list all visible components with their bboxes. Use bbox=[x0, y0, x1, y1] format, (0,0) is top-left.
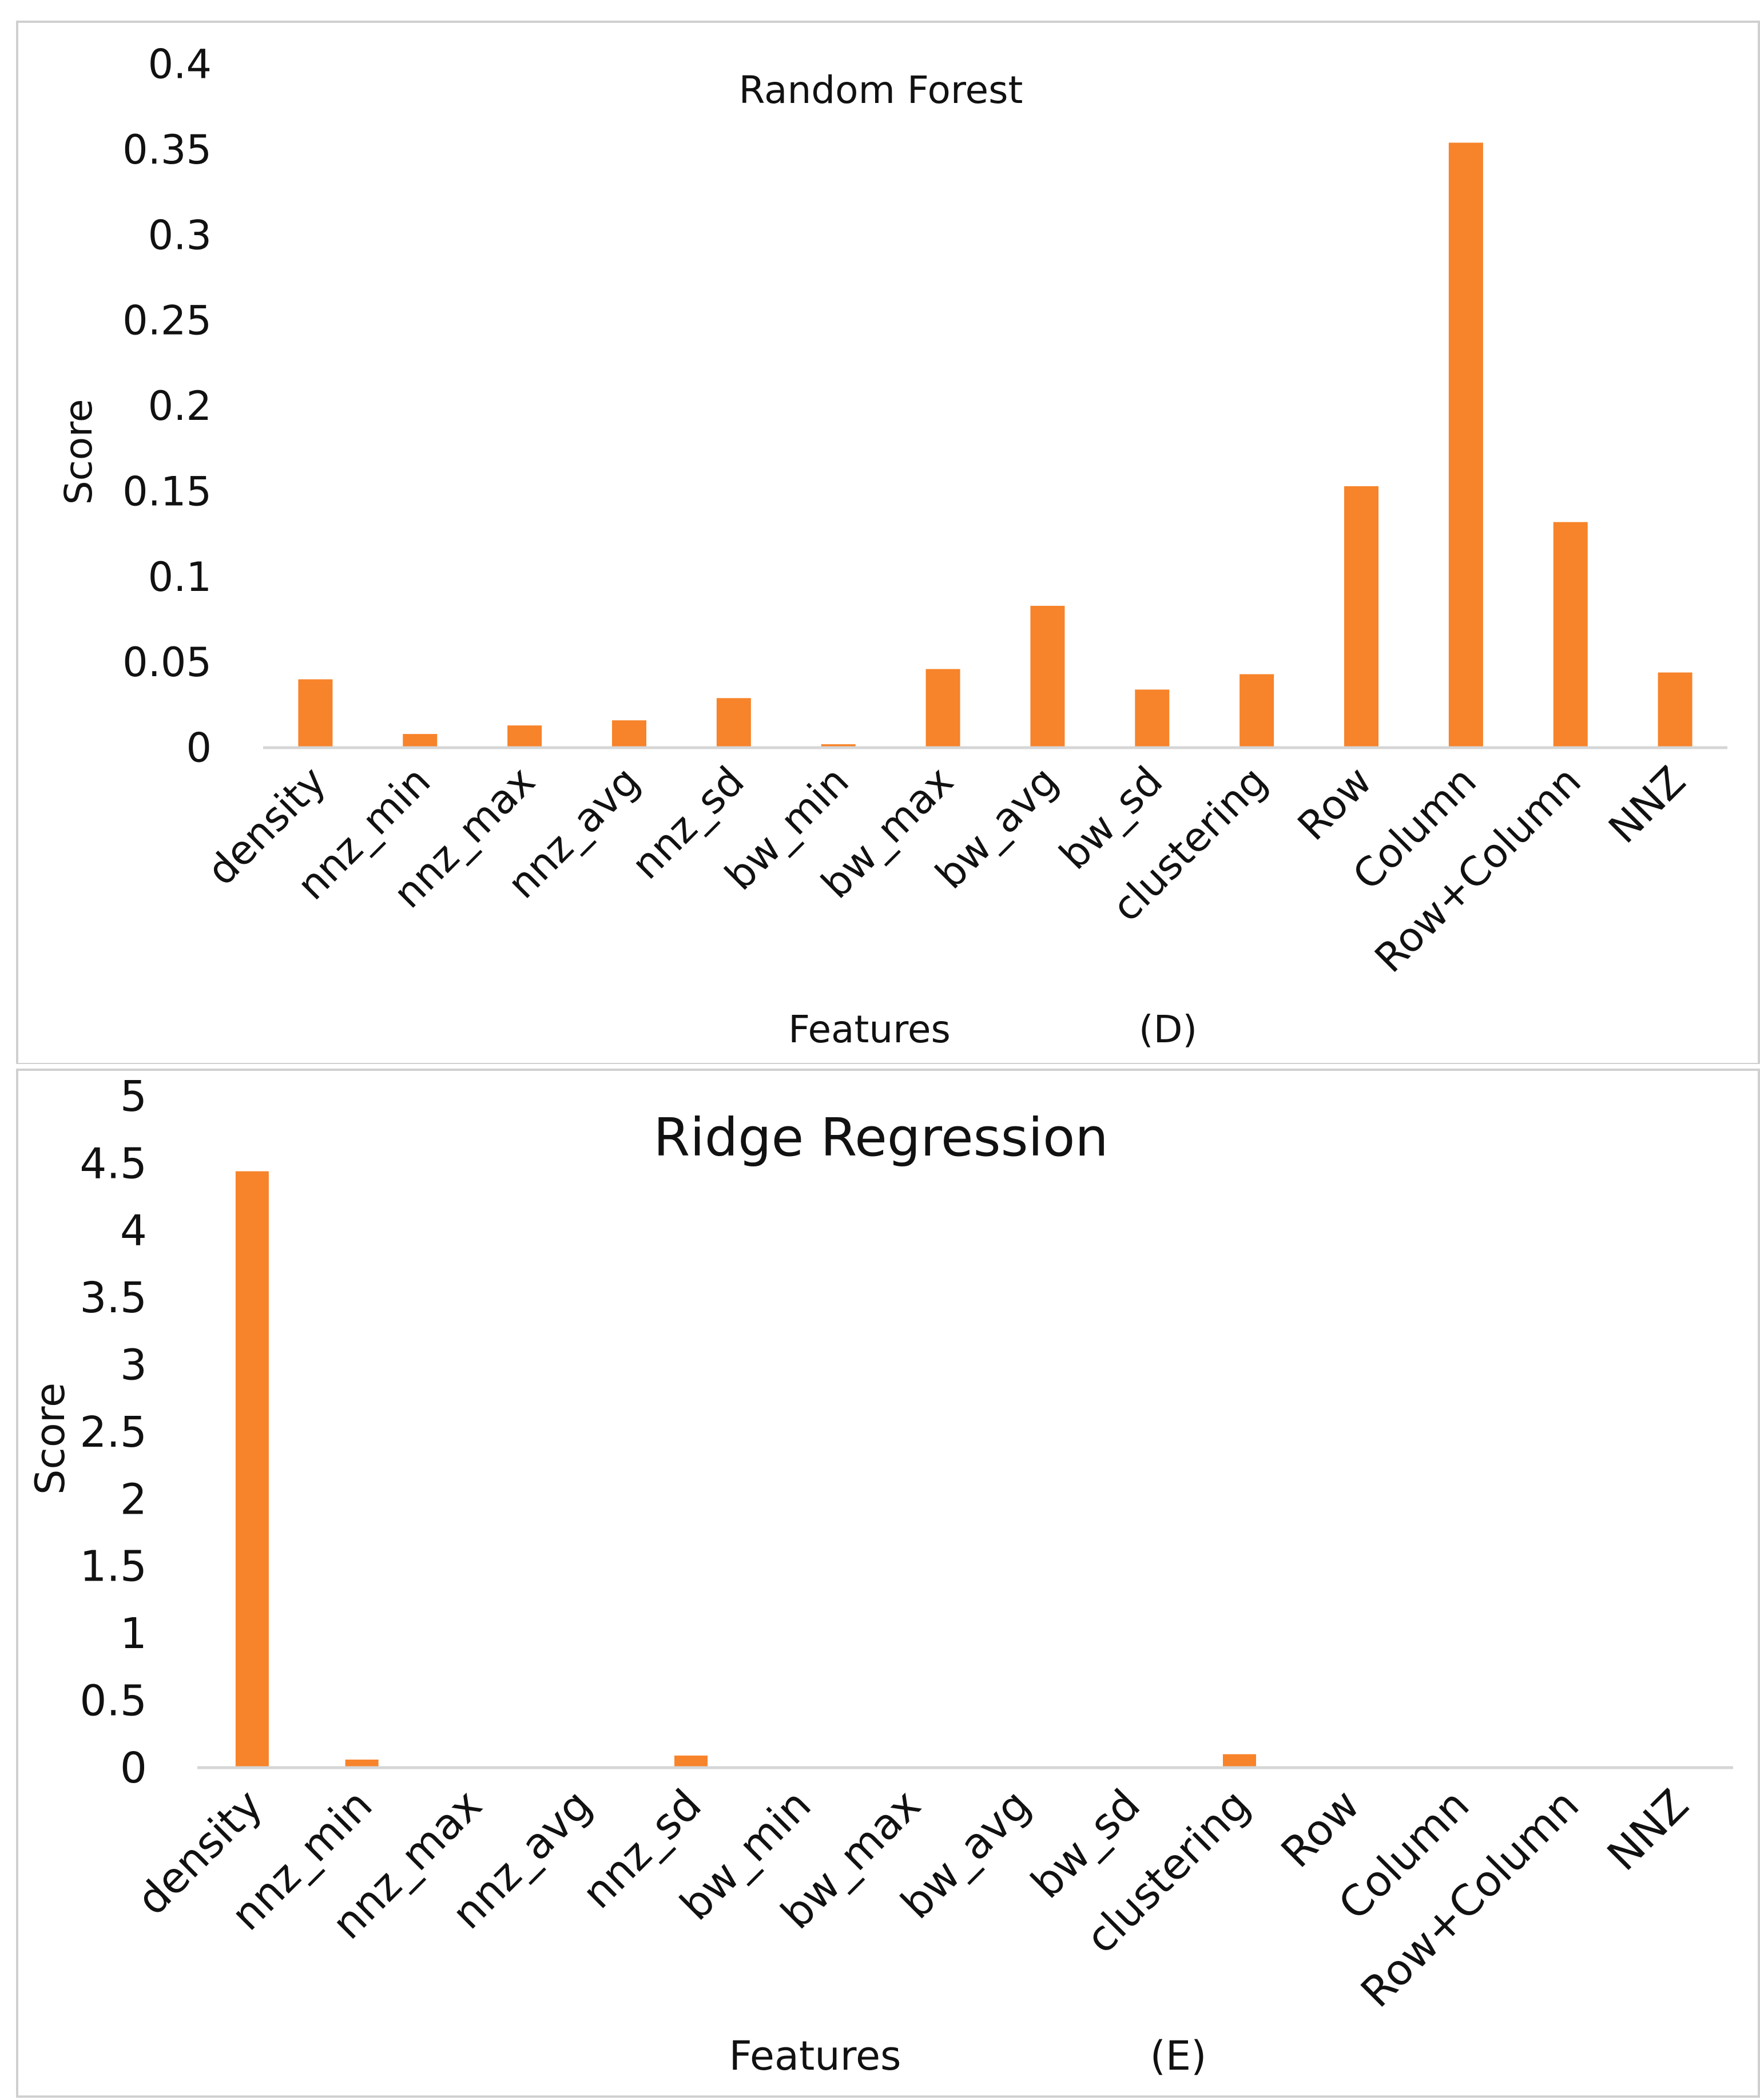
y-tick-label: 0.25 bbox=[122, 297, 212, 344]
y-tick-label: 0.4 bbox=[148, 41, 212, 88]
bar-nnz-sd bbox=[716, 698, 751, 748]
y-tick-label: 1.5 bbox=[80, 1542, 147, 1591]
y-tick-labels: 0 0.5 1 1.5 2 2.5 3 3.5 4 4.5 5 bbox=[80, 1072, 147, 1793]
bar-clustering bbox=[1222, 1754, 1256, 1768]
chart-border bbox=[16, 1069, 1760, 2098]
chart-title: Random Forest bbox=[739, 68, 1023, 112]
panel-label: (D) bbox=[1139, 1007, 1197, 1051]
y-tick-label: 0.15 bbox=[122, 468, 212, 515]
panel-label: (E) bbox=[1150, 2032, 1207, 2079]
y-tick-label: 1 bbox=[120, 1609, 147, 1658]
bar-density bbox=[235, 1171, 269, 1768]
random-forest-chart-panel: Random Forest Score Features (D) 0 0.05 0.… bbox=[16, 21, 1760, 1064]
bar-nnz bbox=[1658, 672, 1693, 748]
ridge-regression-chart: Ridge Regression Score Features (E) 0 0.5… bbox=[16, 1069, 1760, 2098]
bar-nnz-max bbox=[507, 725, 542, 748]
y-tick-label: 0 bbox=[120, 1744, 147, 1793]
bar-row-column bbox=[1553, 522, 1588, 748]
bar-bw-min bbox=[821, 744, 856, 748]
y-tick-label: 0.35 bbox=[122, 126, 212, 173]
bar-row bbox=[1344, 486, 1378, 748]
y-tick-label: 0.2 bbox=[148, 383, 212, 430]
chart-title: Ridge Regression bbox=[653, 1107, 1108, 1168]
bar-column bbox=[1448, 142, 1483, 748]
bar-bw-avg bbox=[1030, 606, 1065, 748]
bar-bw-max bbox=[925, 669, 960, 748]
y-tick-label: 5 bbox=[120, 1072, 147, 1121]
y-tick-label: 3.5 bbox=[80, 1273, 147, 1323]
y-tick-label: 0.5 bbox=[80, 1677, 147, 1726]
y-tick-label: 2 bbox=[120, 1475, 147, 1524]
y-tick-label: 0.1 bbox=[148, 554, 212, 601]
y-tick-label: 0.3 bbox=[148, 212, 212, 259]
bar-nnz-sd bbox=[674, 1755, 708, 1768]
bar-density bbox=[298, 679, 333, 748]
x-axis-label: Features bbox=[788, 1007, 951, 1051]
y-axis-label: Score bbox=[27, 1383, 74, 1495]
ridge-regression-chart-panel: Ridge Regression Score Features (E) 0 0.5… bbox=[0, 1064, 1760, 2100]
x-axis-label: Features bbox=[729, 2032, 901, 2079]
bar-bw-sd bbox=[1135, 689, 1170, 748]
y-tick-label: 4.5 bbox=[80, 1139, 147, 1188]
y-tick-label: 3 bbox=[120, 1341, 147, 1390]
bars bbox=[298, 142, 1693, 748]
bar-clustering bbox=[1239, 674, 1274, 748]
y-tick-label: 4 bbox=[120, 1206, 147, 1256]
bars bbox=[235, 1171, 1256, 1768]
y-tick-label: 0 bbox=[186, 725, 212, 772]
y-axis-label: Score bbox=[57, 399, 101, 505]
bar-nnz-avg bbox=[612, 720, 646, 748]
y-tick-label: 0.05 bbox=[122, 639, 212, 686]
y-tick-label: 2.5 bbox=[80, 1408, 147, 1457]
random-forest-chart: Random Forest Score Features (D) 0 0.05 0.… bbox=[16, 21, 1760, 1064]
y-tick-labels: 0 0.05 0.1 0.15 0.2 0.25 0.3 0.35 0.4 bbox=[122, 41, 212, 772]
bar-nnz-min bbox=[345, 1759, 379, 1768]
bar-nnz-min bbox=[403, 734, 438, 748]
chart-border bbox=[16, 21, 1760, 1064]
